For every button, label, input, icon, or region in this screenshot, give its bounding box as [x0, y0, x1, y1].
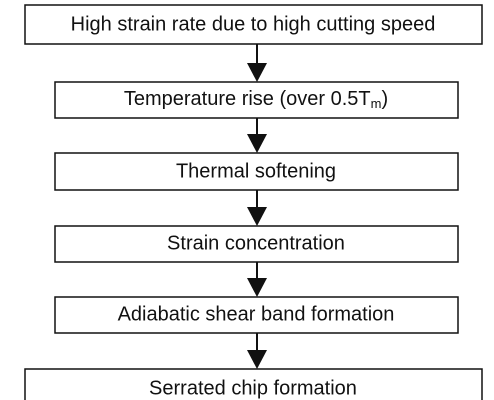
step-box	[54, 81, 459, 119]
label-suffix: )	[381, 88, 388, 110]
step-label: Serrated chip formation	[149, 377, 357, 399]
step-label: Strain concentration	[167, 232, 345, 254]
label-subscript: m	[371, 96, 382, 111]
arrow-head	[247, 207, 267, 226]
step-label: Thermal softening	[176, 160, 336, 182]
step-box	[24, 4, 483, 45]
arrow-head	[247, 134, 267, 153]
arrow-head	[247, 350, 267, 369]
step-box	[24, 368, 483, 400]
step-label: Adiabatic shear band formation	[118, 303, 395, 325]
step-box	[54, 296, 459, 334]
arrow-head	[247, 278, 267, 297]
step-label: High strain rate due to high cutting spe…	[71, 13, 436, 35]
step-label: Temperature rise (over 0.5Tm)	[124, 88, 388, 111]
step-box	[54, 152, 459, 191]
label-text: Temperature rise (over 0.5T	[124, 88, 371, 110]
arrow-head	[247, 63, 267, 82]
